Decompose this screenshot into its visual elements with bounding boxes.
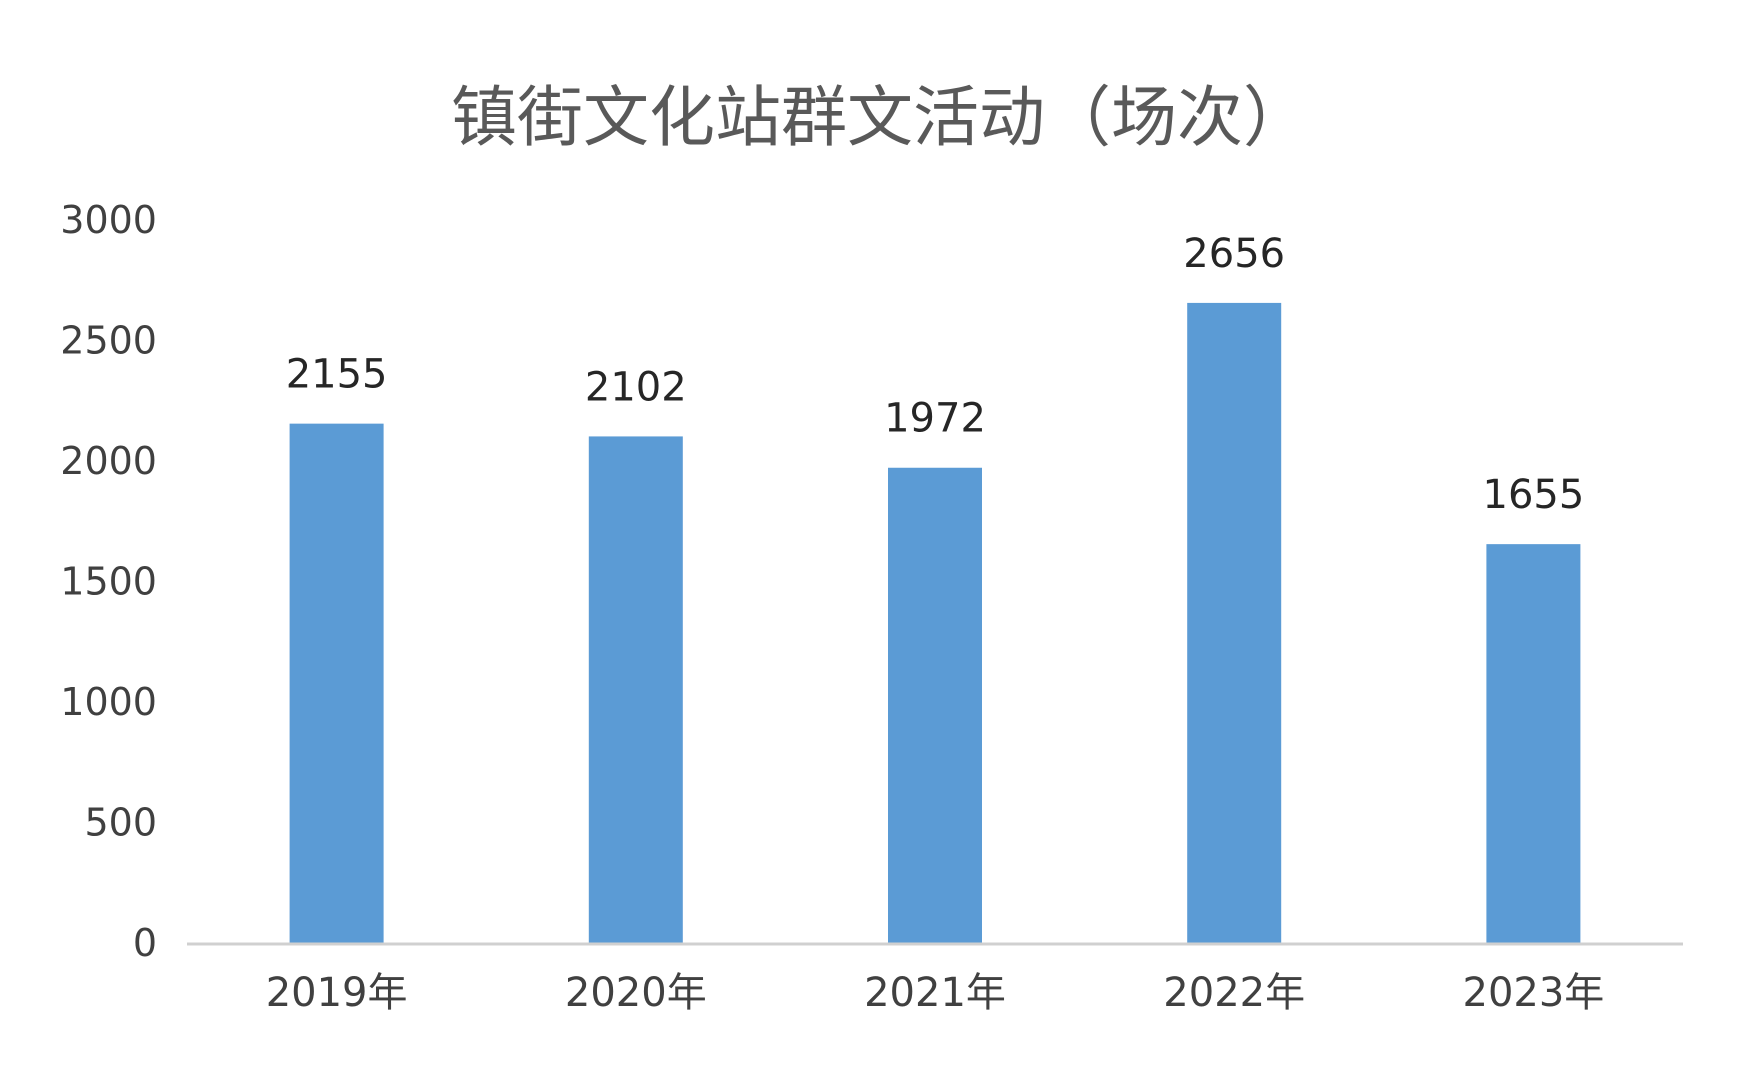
chart-title: 镇街文化站群文活动（场次） xyxy=(451,79,1309,156)
x-tick-label: 2023年 xyxy=(1463,970,1605,1016)
bar xyxy=(1486,544,1581,943)
x-tick-label: 2020年 xyxy=(565,970,707,1016)
data-label: 1972 xyxy=(884,396,986,442)
bar xyxy=(888,467,982,943)
y-tick-label: 500 xyxy=(84,801,157,845)
data-labels: 2155 2102 1972 2656 1655 xyxy=(286,231,1585,518)
y-tick-label: 0 xyxy=(133,921,157,965)
y-tick-label: 2500 xyxy=(60,319,157,363)
bar xyxy=(1187,302,1282,943)
data-label: 2656 xyxy=(1183,231,1285,277)
y-tick-label: 2000 xyxy=(60,439,157,483)
y-tick-label: 1000 xyxy=(60,680,157,724)
y-tick-label: 1500 xyxy=(60,560,157,604)
x-tick-label: 2022年 xyxy=(1163,970,1305,1016)
x-axis: 2019年 2020年 2021年 2022年 2023年 xyxy=(187,942,1683,1016)
bar xyxy=(289,423,384,943)
y-axis: 0 500 1000 1500 2000 2500 3000 xyxy=(60,198,157,965)
data-label: 1655 xyxy=(1483,472,1585,518)
data-label: 2155 xyxy=(286,352,388,398)
data-label: 2102 xyxy=(585,364,687,410)
bar-series xyxy=(289,302,1581,943)
y-tick-label: 3000 xyxy=(60,198,157,242)
bar xyxy=(588,436,683,943)
x-tick-label: 2019年 xyxy=(266,970,408,1016)
x-tick-label: 2021年 xyxy=(864,970,1006,1016)
